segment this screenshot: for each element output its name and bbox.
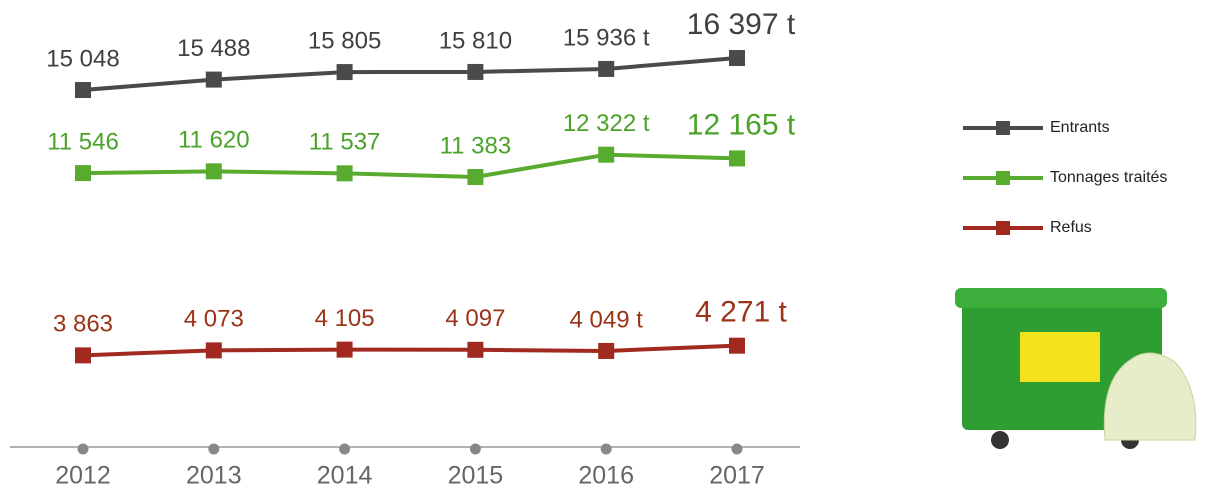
- data-label: 12 322 t: [563, 110, 650, 137]
- x-tick-dot: [208, 443, 220, 455]
- data-label: 15 810: [439, 27, 512, 54]
- x-tick-label: 2014: [317, 462, 373, 490]
- legend-label: Refus: [1050, 219, 1092, 236]
- data-label: 15 936 t: [563, 24, 650, 51]
- point-marker: [75, 347, 91, 364]
- container-illustration: [955, 288, 1197, 449]
- point-marker: [75, 165, 91, 182]
- data-label: 15 805: [308, 27, 381, 54]
- data-label: 11 620: [178, 127, 250, 154]
- x-tick-dot: [731, 443, 743, 455]
- data-label: 11 546: [47, 128, 119, 155]
- point-marker: [467, 63, 484, 80]
- point-marker: [75, 82, 91, 99]
- data-label: 4 049 t: [569, 306, 643, 333]
- data-label: 16 397 t: [687, 8, 796, 41]
- data-label: 11 537: [309, 129, 381, 156]
- point-marker: [598, 60, 615, 77]
- point-marker: [729, 50, 745, 67]
- legend-label: Entrants: [1050, 119, 1110, 136]
- data-label: 15 048: [46, 45, 119, 72]
- series-line: [82, 56, 738, 93]
- x-tick-dot: [469, 443, 481, 455]
- legend-label: Tonnages traités: [1050, 169, 1167, 186]
- series-line: [82, 343, 738, 358]
- point-marker: [336, 165, 353, 182]
- x-tick-label: 2016: [578, 462, 634, 490]
- x-tick-dot: [77, 443, 89, 455]
- point-marker: [598, 342, 615, 359]
- data-label: 11 383: [440, 132, 512, 159]
- data-label: 4 073: [184, 306, 244, 333]
- series-line: [82, 152, 738, 179]
- x-tick-label: 2017: [709, 462, 765, 490]
- data-label: 3 863: [53, 311, 113, 338]
- point-marker: [467, 341, 484, 358]
- data-label: 15 488: [177, 35, 250, 62]
- data-label: 4 097: [445, 305, 505, 332]
- legend-marker: [996, 221, 1010, 235]
- point-marker: [205, 342, 222, 359]
- data-label: 4 271 t: [695, 296, 787, 329]
- x-tick-label: 2012: [55, 462, 111, 490]
- x-tick-label: 2015: [448, 462, 504, 490]
- point-marker: [598, 146, 615, 163]
- data-label: 12 165 t: [687, 108, 796, 141]
- data-label: 4 105: [315, 305, 375, 332]
- point-marker: [205, 163, 222, 180]
- x-tick-dot: [600, 443, 612, 455]
- point-marker: [336, 341, 353, 358]
- x-tick-dot: [339, 443, 351, 455]
- x-tick-label: 2013: [186, 462, 242, 490]
- point-marker: [336, 64, 353, 81]
- point-marker: [205, 71, 222, 88]
- legend-marker: [996, 121, 1010, 135]
- legend-marker: [996, 171, 1010, 185]
- point-marker: [729, 150, 745, 167]
- point-marker: [729, 337, 745, 354]
- point-marker: [467, 168, 484, 185]
